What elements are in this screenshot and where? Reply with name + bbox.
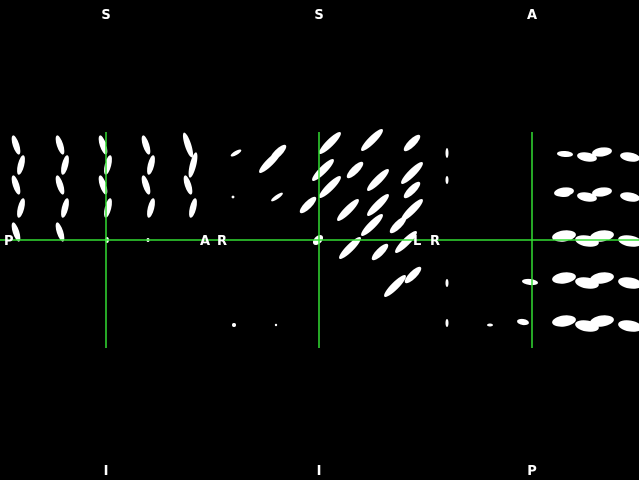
tensor-glyph xyxy=(446,176,449,184)
coronal-label-right: L xyxy=(413,234,421,249)
axial-label-left: R xyxy=(430,234,440,249)
tensor-glyph xyxy=(232,323,236,327)
tensor-glyph xyxy=(446,148,449,158)
tensor-glyph xyxy=(487,324,493,327)
axial-label-bottom: P xyxy=(527,464,537,479)
sagittal-label-right: A xyxy=(200,234,210,249)
sagittal-label-left: P xyxy=(4,234,14,249)
sagittal-label-bottom: I xyxy=(104,464,109,479)
tensor-glyph xyxy=(275,324,277,326)
coronal-label-left: R xyxy=(217,234,227,249)
tensor-glyph xyxy=(446,319,449,327)
axial-label-top: A xyxy=(527,8,537,23)
coronal-label-top: S xyxy=(314,8,323,23)
tensor-glyph xyxy=(446,279,449,287)
sagittal-label-top: S xyxy=(101,8,110,23)
tensor-glyph xyxy=(232,196,235,199)
coronal-label-bottom: I xyxy=(317,464,322,479)
